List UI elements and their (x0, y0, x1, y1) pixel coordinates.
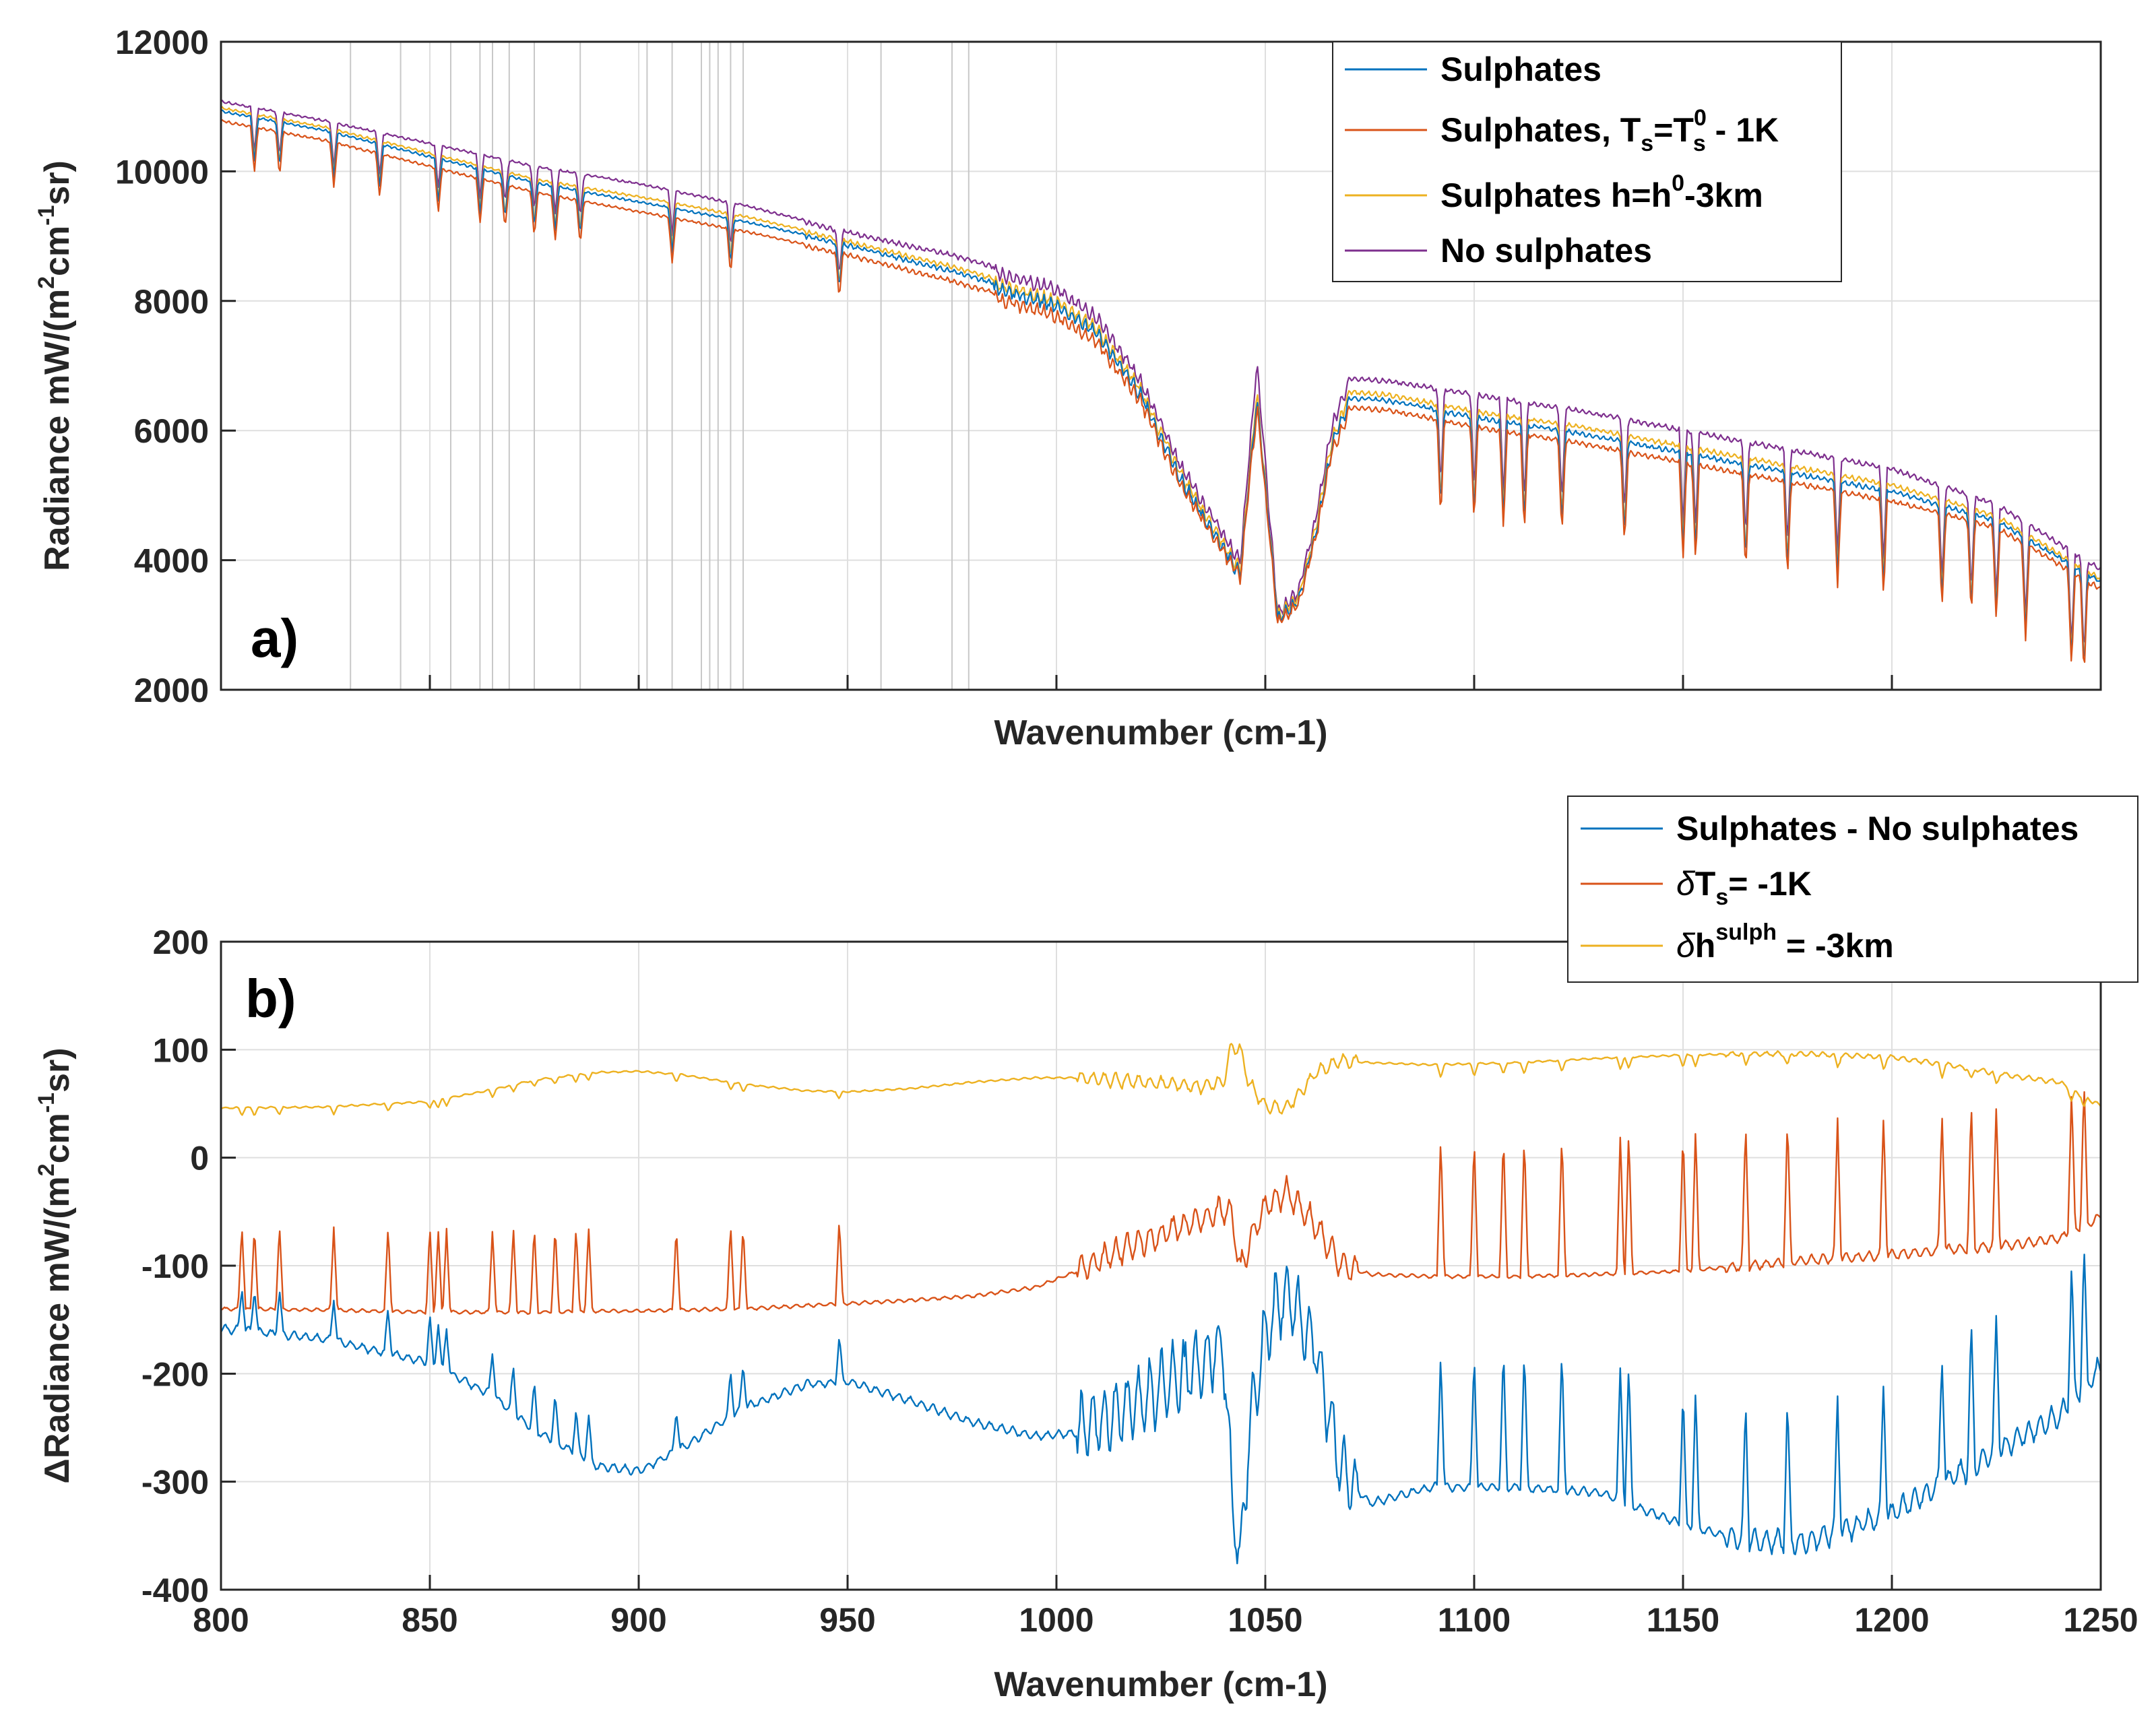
panel-b-xtick-label: 800 (193, 1601, 249, 1639)
legend-b-dts: δTs= -1K (1676, 865, 1812, 910)
panel-b-ticks (220, 940, 2102, 1591)
panel-a-ytick-label: 6000 (134, 412, 209, 450)
panel-b-xtick-label: 1250 (2063, 1601, 2138, 1639)
legend-a-nosulph: No sulphates (1440, 232, 1652, 269)
panel-b-series-blue (220, 1254, 2102, 1565)
panel-a-ytick-label: 2000 (134, 672, 209, 709)
panel-a-axes-box (220, 40, 2102, 691)
panel-a-xlabel: Wavenumber (cm-1) (994, 713, 1327, 752)
panel-a-series-blue (220, 109, 2101, 657)
legend-a-h: Sulphates h=h0-3km (1440, 170, 1763, 214)
panel-a-vertical-lines (350, 42, 970, 690)
panel-b-ytick-labels: -400 -300 -200 -100 0 100 200 (141, 924, 209, 1609)
panel-a-legend: Sulphates Sulphates, Ts=T0 s - 1K Sulphat… (1332, 41, 1842, 282)
panel-a-tag: a) (251, 608, 298, 668)
panel-a: 2000 4000 6000 8000 10000 12000 a) Wavenumber… (34, 24, 2102, 752)
panel-b-xtick-label: 850 (402, 1601, 457, 1639)
panel-b-ytick-label: -300 (141, 1464, 209, 1501)
panel-a-ticks (221, 40, 1893, 691)
panel-a-ytick-labels: 2000 4000 6000 8000 10000 12000 (115, 24, 209, 709)
panel-b-xtick-label: 950 (819, 1601, 875, 1639)
panel-a-ytick-label: 4000 (134, 542, 209, 580)
panel-b-ytick-label: -200 (141, 1355, 209, 1393)
panel-b-legend-box (1567, 796, 2138, 983)
panel-b-xtick-labels: 800 850 900 950 1000 1050 1100 1150 1200 1250 (193, 1601, 2138, 1639)
legend-a-ts: Sulphates, Ts=T0 s - 1K (1440, 105, 1779, 156)
panel-b-xtick-label: 1050 (1228, 1601, 1302, 1639)
panel-b-ytick-label: 200 (153, 924, 209, 961)
legend-b-diff: Sulphates - No sulphates (1676, 810, 2079, 847)
panel-b-xtick-label: 900 (610, 1601, 666, 1639)
panel-b-series-orange (220, 1091, 2101, 1315)
panel-a-series-purple (220, 100, 2101, 643)
panel-a-ytick-label: 8000 (134, 283, 209, 321)
panel-a-ytick-label: 12000 (115, 24, 209, 61)
legend-b-dh: δhsulph = -3km (1676, 919, 1894, 965)
panel-b: -400 -300 -200 -100 0 100 200 800 850 900 950 1000… (34, 796, 2138, 1704)
panel-b-legend: Sulphates - No sulphates δTs= -1K δhsulp… (1567, 796, 2138, 983)
panel-b-ylabel: ΔRadiance mW/(m2cm-1sr) (34, 1047, 77, 1483)
panel-b-ytick-label: 100 (153, 1031, 209, 1069)
panel-b-xlabel: Wavenumber (cm-1) (994, 1665, 1327, 1704)
panel-b-ytick-label: -100 (141, 1248, 209, 1285)
panel-b-xtick-label: 1100 (1438, 1601, 1511, 1639)
panel-b-ytick-label: 0 (190, 1140, 209, 1177)
panel-b-xtick-label: 1000 (1019, 1601, 1093, 1639)
panel-b-series-yellow (220, 1043, 2102, 1116)
panel-b-ytick-label: -400 (141, 1572, 209, 1609)
panel-b-grid (220, 941, 2101, 1590)
panel-b-tag: b) (245, 969, 296, 1029)
legend-a-sulphates: Sulphates (1440, 51, 1602, 88)
panel-a-ylabel: Radiance mW/(m2cm-1sr) (34, 160, 77, 571)
panel-a-series-orange (220, 119, 2101, 663)
panel-a-legend-box (1332, 41, 1842, 282)
panel-b-series (220, 1043, 2102, 1565)
panel-b-xtick-label: 1200 (1854, 1601, 1929, 1639)
panel-b-xtick-label: 1150 (1647, 1601, 1719, 1639)
panel-a-ytick-label: 10000 (115, 153, 209, 191)
panel-a-series (220, 100, 2101, 663)
